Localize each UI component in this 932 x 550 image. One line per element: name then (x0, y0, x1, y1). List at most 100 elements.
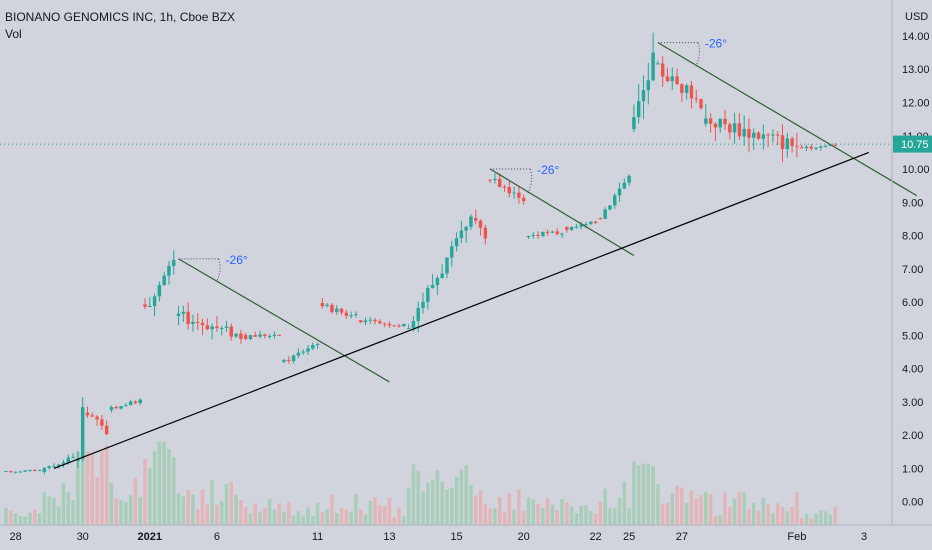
volume-bar (392, 516, 396, 525)
candle-body (622, 182, 627, 189)
candle-body (330, 304, 334, 313)
volume-bar (775, 503, 780, 525)
candle-body (440, 273, 444, 278)
candle-body (406, 328, 411, 330)
trendline[interactable] (53, 151, 870, 470)
last-price-tag: 10.75 (893, 135, 932, 153)
candle-body (708, 118, 713, 124)
candle-body (435, 277, 440, 286)
candle-body (133, 401, 138, 404)
trendline[interactable] (489, 168, 635, 257)
volume-bar (747, 508, 751, 525)
candle-body (718, 118, 722, 128)
volume-bar (613, 508, 617, 525)
candle-body (181, 311, 186, 314)
candle-body (382, 323, 387, 325)
candle-body (521, 197, 526, 202)
candle-body (593, 221, 598, 223)
candle-body (23, 470, 27, 472)
candle-body (109, 406, 114, 411)
volume-bar (18, 515, 23, 525)
candle-body (42, 468, 47, 472)
volume-bar (378, 505, 382, 525)
volume-bar (119, 499, 123, 525)
trendline[interactable] (657, 42, 918, 197)
volume-bar (737, 492, 742, 525)
volume-bar (430, 479, 435, 525)
candle-body (493, 178, 497, 181)
candle-body (95, 416, 99, 420)
volume-bar (37, 512, 42, 525)
candle-body (771, 134, 775, 136)
volume-bar (608, 507, 612, 525)
candle-body (454, 238, 459, 247)
volume-bar (258, 512, 262, 525)
volume-bar (196, 508, 200, 525)
volume-bar (474, 495, 478, 525)
volume-bar (42, 492, 47, 525)
candle-body (344, 312, 349, 316)
candle-body (339, 308, 344, 313)
price-tick-label: 3.00 (902, 397, 923, 409)
volume-bar (780, 507, 785, 525)
candle-body (100, 419, 104, 426)
candle-body (531, 235, 535, 237)
volume-bar (665, 503, 670, 525)
candle-body (761, 134, 766, 139)
volume-bar (172, 457, 176, 525)
candle-body (790, 138, 794, 147)
time-tick-label: 11 (312, 531, 323, 543)
candle-body (526, 235, 531, 238)
volume-bar (61, 483, 66, 525)
candle-body (502, 186, 507, 188)
volume-bar (306, 507, 310, 525)
candle-body (478, 220, 483, 228)
price-axis[interactable]: 0.00 1.00 2.00 3.00 4.00 5.00 6.00 7.00 8.00 9.00… (902, 31, 930, 509)
volume-bar (497, 496, 502, 525)
symbol-title[interactable]: BIONANO GENOMICS INC, 1h, Cboe BZX (5, 10, 236, 24)
volume-bar (785, 511, 790, 525)
volume-bar (167, 448, 171, 525)
candle-body (536, 235, 540, 237)
candle-body (555, 231, 559, 234)
candle-body (335, 308, 339, 313)
time-tick-label: 3 (861, 531, 867, 543)
volume-bar (224, 484, 229, 525)
price-tick-label: 0.00 (902, 497, 923, 509)
candle-body (9, 471, 13, 473)
volume-bar (450, 488, 454, 525)
candle-body (205, 325, 210, 330)
volume-bar (210, 479, 214, 525)
volume-bar (248, 513, 253, 525)
candle-body (402, 323, 406, 327)
trendline[interactable] (178, 258, 390, 383)
candle-body (229, 326, 234, 337)
candle-body (325, 304, 329, 307)
volume-bar (708, 493, 713, 525)
candle-body (148, 305, 152, 307)
candle-body (617, 188, 622, 196)
volume-bar (603, 488, 607, 525)
volume-bar (761, 497, 766, 525)
candle-body (52, 466, 56, 468)
candle-body (579, 224, 583, 227)
time-axis[interactable]: 28 30 2021 6 11 13 15 20 22 25 27 Feb 3 (9, 531, 867, 543)
angle-arc (216, 258, 221, 283)
volume-bar (646, 464, 651, 525)
volume-bar (387, 497, 392, 525)
price-tick-label: 9.00 (902, 197, 923, 209)
volume-bar (325, 509, 329, 525)
volume-bar (823, 511, 828, 525)
volume-bar (66, 492, 71, 525)
candle-body (819, 146, 823, 148)
candle-body (243, 335, 248, 339)
volume-indicator-label[interactable]: Vol (5, 27, 22, 41)
volume-bar (33, 509, 37, 525)
volume-bar (689, 490, 694, 525)
volume-bar (311, 516, 315, 525)
trendline-layer[interactable]: -26° -26° -26° (53, 37, 918, 470)
volume-bar (358, 509, 363, 525)
volume-bar (493, 508, 497, 525)
